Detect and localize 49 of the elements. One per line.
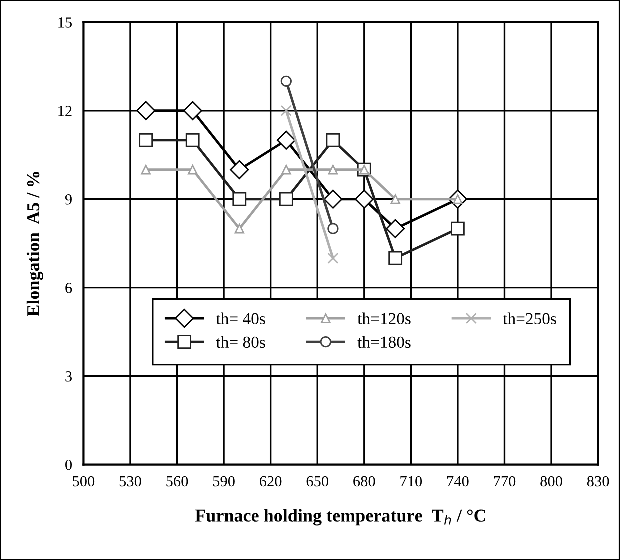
point	[280, 105, 292, 116]
point	[232, 192, 247, 206]
point	[328, 223, 339, 234]
y-tick-label: 3	[66, 372, 72, 382]
legend-label: th= 40s	[216, 312, 266, 325]
x-tick-label: 650	[306, 476, 328, 487]
point	[280, 76, 292, 87]
point	[354, 190, 374, 209]
x-tick-label: 710	[400, 476, 422, 487]
point	[388, 251, 403, 266]
point	[326, 133, 340, 148]
point	[183, 101, 202, 120]
x-tick-label: 620	[260, 476, 282, 487]
point	[136, 101, 156, 120]
x-tick-label: 800	[540, 476, 562, 487]
point	[328, 165, 338, 175]
point	[279, 192, 294, 206]
point	[324, 190, 343, 209]
x-tick-label: 590	[213, 476, 235, 487]
point	[139, 133, 154, 148]
legend-label: th= 80s	[216, 336, 266, 348]
point	[186, 133, 200, 148]
legend-label: th=120s	[358, 312, 411, 325]
point	[386, 219, 406, 238]
x-tick-label: 830	[587, 476, 610, 487]
y-tick-label: 0	[66, 460, 72, 470]
x-tick-label: 680	[354, 476, 376, 487]
x-tick-label: 560	[166, 476, 188, 487]
x-axis-title: Furnace holding temperature T$_{h}$ / °C	[195, 509, 486, 526]
point	[276, 130, 296, 150]
point	[234, 224, 244, 234]
point	[390, 194, 400, 204]
legend-label: th=250s	[503, 312, 556, 325]
point	[230, 160, 250, 180]
y-axis-title: Elongation A5 / %	[26, 172, 44, 317]
y-tick-label: 15	[58, 18, 72, 28]
point	[188, 165, 198, 175]
x-tick-label: 740	[448, 476, 469, 487]
y-tick-label: 9	[65, 194, 72, 205]
x-tick-label: 770	[494, 476, 516, 487]
y-tick-label: 12	[58, 106, 72, 116]
legend-label: th=180s	[358, 336, 411, 348]
x-tick-label: 500	[73, 476, 95, 487]
point	[451, 222, 465, 236]
y-tick-label: 6	[66, 283, 72, 294]
point	[328, 252, 339, 264]
point	[141, 165, 151, 175]
x-tick-label: 530	[120, 476, 142, 487]
point	[282, 165, 292, 175]
